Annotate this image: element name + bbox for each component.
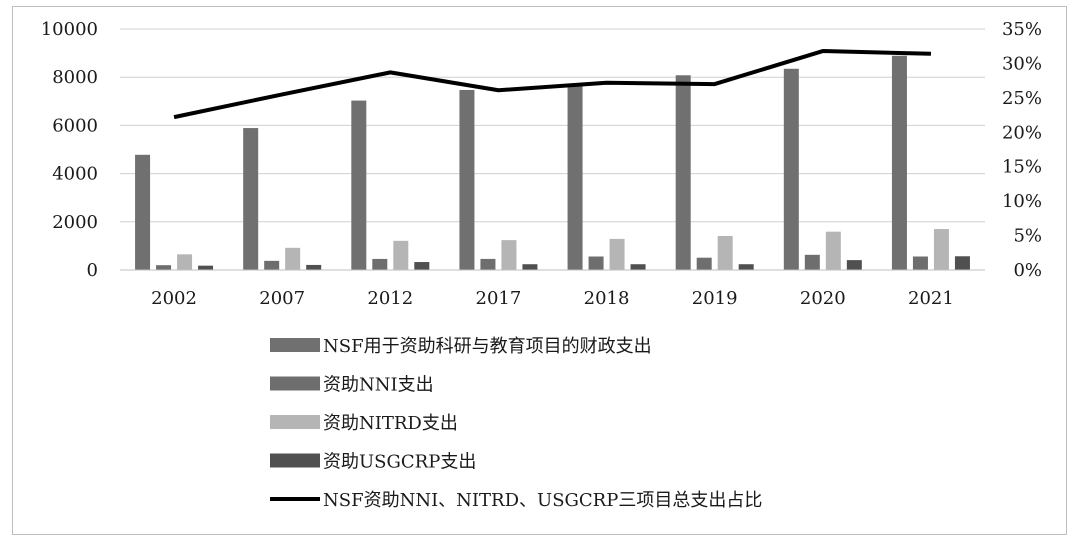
bar [177,254,193,270]
legend-swatch [270,453,320,468]
bar [912,256,928,270]
y-right-tick-label: 20% [1002,122,1042,143]
bar [954,256,970,270]
bar [717,236,733,270]
y-right-tick-label: 15% [1002,157,1042,178]
x-tick-label: 2020 [800,288,846,309]
bar [414,262,430,270]
bar [264,260,280,270]
legend-label: NSF资助NNI、NITRD、USGCRP三项目总支出占比 [323,490,762,511]
bar [243,128,259,270]
bar [567,83,583,270]
bar [804,254,820,270]
y-right-tick-label: 30% [1002,53,1042,74]
x-tick-label: 2021 [908,288,954,309]
bar [285,247,301,270]
y-left-tick-label: 8000 [52,67,98,88]
y-left-tick-label: 6000 [52,115,98,136]
bar [846,260,862,270]
bar [522,264,538,270]
y-right-tick-label: 25% [1002,88,1042,109]
x-tick-label: 2019 [692,288,738,309]
y-right-tick-label: 10% [1002,191,1042,212]
y-left-tick-label: 2000 [52,212,98,233]
ratio-line [173,49,932,120]
bar [480,258,496,270]
legend-label: 资助USGCRP支出 [323,452,476,473]
bar [933,229,949,270]
bar [135,154,151,270]
bar [630,264,646,270]
bar [501,240,517,270]
y-left-tick-label: 10000 [41,19,98,40]
bar [351,100,367,271]
legend-swatch [270,376,320,391]
y-right-tick-label: 35% [1002,19,1042,40]
x-tick-label: 2017 [476,288,522,309]
bar [372,258,388,270]
legend-label: NSF用于资助科研与教育项目的财政支出 [323,336,652,357]
y-left-tick-label: 0 [87,260,98,281]
x-tick-label: 2002 [151,288,197,309]
bar [459,89,475,271]
legend-swatch [270,415,320,429]
legend-label: 资助NITRD支出 [323,413,458,434]
y-left-tick-label: 4000 [52,164,98,185]
chart-frame [12,6,1067,535]
bar [609,238,625,270]
bar [588,256,604,270]
legend-swatch [270,338,320,352]
ratio-line-path [173,49,931,120]
x-tick-label: 2012 [367,288,413,309]
bar [675,75,691,270]
bar [891,55,907,270]
x-tick-label: 2018 [584,288,630,309]
y-right-tick-label: 0% [1013,260,1042,281]
axes: 0 2000 4000 6000 8000 10000 0% 5% 10% 15% 20% 25% 30… [41,19,1042,309]
legend-label: 资助NNI支出 [323,375,434,396]
bar [393,240,409,270]
bar [783,68,799,270]
bars [135,55,970,271]
bar [306,264,322,270]
x-tick-label: 2007 [259,288,305,309]
legend: NSF用于资助科研与教育项目的财政支出资助NNI支出资助NITRD支出资助USG… [270,336,762,511]
bar [825,231,841,270]
bar [198,265,214,270]
bar [696,257,712,270]
bar [156,265,172,270]
bar [738,264,754,270]
y-right-tick-label: 5% [1013,226,1042,247]
